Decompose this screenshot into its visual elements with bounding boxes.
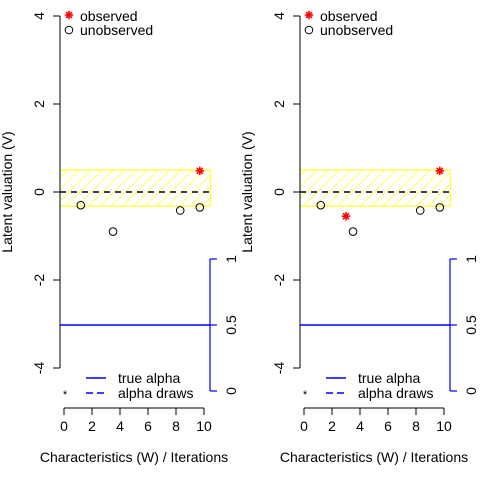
asterisk-stroke (196, 167, 204, 175)
legend-observed-label: observed (80, 8, 138, 24)
legend-unobserved-marker (64, 25, 74, 35)
unobserved-point (435, 203, 445, 212)
legend-alpha-draws-marker: * (303, 389, 308, 401)
x-tick-label: 10 (196, 418, 212, 434)
x-tick-label: 8 (412, 418, 420, 434)
x-tick-label: 2 (88, 418, 96, 434)
y-tick-label: -4 (271, 362, 287, 375)
legend-true-alpha-label: true alpha (118, 370, 180, 386)
asterisk-stroke (436, 167, 444, 175)
hatched-band (299, 169, 451, 207)
x-tick-label: 0 (300, 418, 308, 434)
legend-alpha-draws-label: alpha draws (358, 385, 434, 401)
right-tick-label: 1 (223, 255, 239, 263)
asterisk-stroke (305, 11, 313, 19)
right-tick-label: 1 (463, 255, 479, 263)
asterisk-stroke (65, 11, 73, 19)
legend-unobserved-label: unobserved (320, 22, 393, 38)
y-tick-label: 4 (271, 12, 287, 20)
unobserved-point (348, 227, 358, 236)
y-tick-label: -4 (31, 362, 47, 375)
y-axis-title: Latent valuation (V) (239, 131, 255, 252)
y-tick-label: -2 (31, 274, 47, 287)
legend-observed-marker (304, 10, 314, 20)
right-tick-label: 0.5 (463, 315, 479, 335)
x-tick-label: 8 (172, 418, 180, 434)
legend-alpha-draws-marker: * (63, 389, 68, 401)
unobserved-point (175, 206, 185, 215)
x-tick-label: 10 (436, 418, 452, 434)
observed-point (195, 166, 204, 176)
observed-point (435, 166, 444, 176)
y-tick-label: 2 (271, 100, 287, 108)
y-axis-title: Latent valuation (V) (0, 131, 15, 252)
x-tick-label: 6 (144, 418, 152, 434)
y-tick-label: -2 (271, 274, 287, 287)
x-tick-label: 4 (356, 418, 364, 434)
x-axis-title: Characteristics (W) / Iterations (40, 449, 228, 465)
hatched-band (59, 169, 211, 207)
legend-observed-marker (64, 10, 74, 20)
unobserved-point (195, 203, 205, 212)
observed-point (341, 212, 351, 221)
y-tick-label: 0 (31, 188, 47, 196)
legend-unobserved-marker (304, 25, 314, 35)
legend-true-alpha-label: true alpha (358, 370, 420, 386)
legend-alpha-draws-label: alpha draws (118, 385, 194, 401)
y-tick-label: 2 (31, 100, 47, 108)
x-axis-title: Characteristics (W) / Iterations (280, 449, 468, 465)
unobserved-point (415, 206, 425, 215)
asterisk-stroke (342, 212, 350, 220)
right-tick-label: 0 (463, 387, 479, 395)
legend-observed-label: observed (320, 8, 378, 24)
y-tick-label: 0 (271, 188, 287, 196)
x-tick-label: 6 (384, 418, 392, 434)
x-tick-label: 2 (328, 418, 336, 434)
x-tick-label: 0 (60, 418, 68, 434)
right-tick-label: 0.5 (223, 315, 239, 335)
unobserved-point (108, 227, 118, 236)
unobserved-point (316, 200, 326, 210)
x-tick-label: 4 (116, 418, 124, 434)
unobserved-point (76, 200, 86, 210)
right-tick-label: 0 (223, 387, 239, 395)
legend-unobserved-label: unobserved (80, 22, 153, 38)
y-tick-label: 4 (31, 12, 47, 20)
